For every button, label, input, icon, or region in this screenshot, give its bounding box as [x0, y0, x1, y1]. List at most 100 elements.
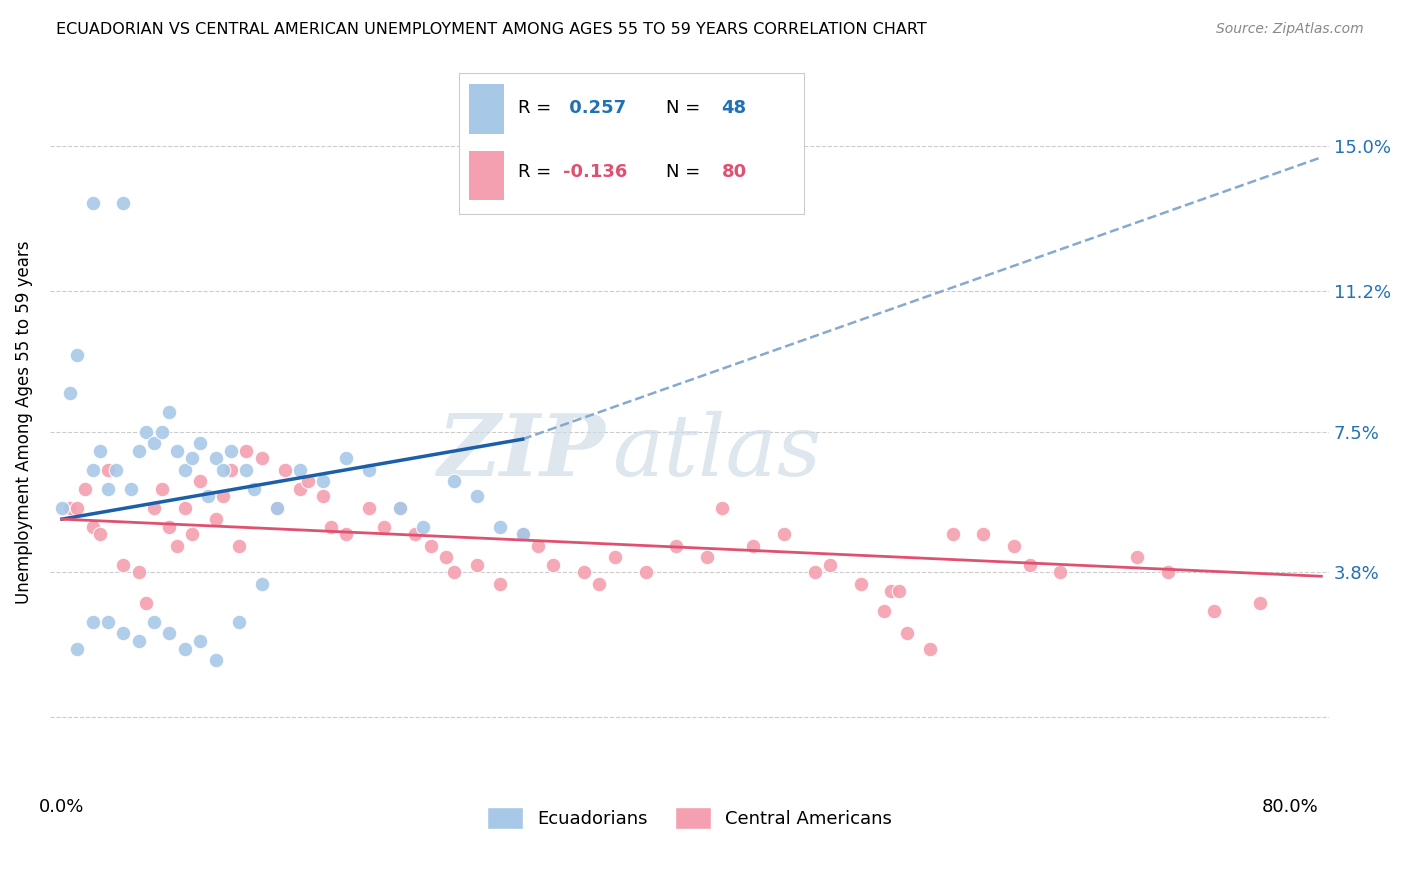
Point	[443, 566, 465, 580]
Point	[335, 527, 357, 541]
Point	[512, 527, 534, 541]
Point	[235, 462, 257, 476]
Point	[742, 539, 765, 553]
Point	[89, 527, 111, 541]
Point	[82, 196, 104, 211]
Point	[143, 615, 166, 629]
Point	[188, 474, 211, 488]
Point	[150, 482, 173, 496]
Point	[696, 550, 718, 565]
Y-axis label: Unemployment Among Ages 55 to 59 years: Unemployment Among Ages 55 to 59 years	[15, 240, 32, 604]
Point	[66, 500, 89, 515]
Point	[297, 474, 319, 488]
Point	[112, 626, 135, 640]
Point	[51, 500, 73, 515]
Point	[634, 566, 657, 580]
Point	[896, 626, 918, 640]
Point	[665, 539, 688, 553]
Point	[128, 566, 150, 580]
Point	[443, 474, 465, 488]
Point	[972, 527, 994, 541]
Point	[228, 539, 250, 553]
Point	[66, 641, 89, 656]
Point	[181, 451, 204, 466]
Point	[465, 558, 488, 572]
Point	[250, 451, 273, 466]
Point	[97, 615, 120, 629]
Point	[173, 500, 195, 515]
Point	[82, 520, 104, 534]
Point	[135, 425, 157, 439]
Point	[373, 520, 395, 534]
Point	[104, 462, 127, 476]
Point	[1002, 539, 1025, 553]
Point	[312, 474, 335, 488]
Point	[212, 489, 235, 503]
Text: atlas: atlas	[613, 410, 821, 493]
Point	[204, 451, 226, 466]
Point	[89, 443, 111, 458]
Legend: Ecuadorians, Central Americans: Ecuadorians, Central Americans	[479, 800, 900, 837]
Point	[159, 626, 181, 640]
Point	[942, 527, 965, 541]
Point	[82, 462, 104, 476]
Point	[59, 386, 82, 401]
Point	[388, 500, 411, 515]
Point	[319, 520, 342, 534]
Point	[404, 527, 426, 541]
Point	[288, 462, 311, 476]
Point	[166, 443, 188, 458]
Point	[312, 489, 335, 503]
Point	[1126, 550, 1149, 565]
Text: Source: ZipAtlas.com: Source: ZipAtlas.com	[1216, 22, 1364, 37]
Point	[135, 596, 157, 610]
Point	[818, 558, 841, 572]
Point	[159, 520, 181, 534]
Point	[412, 520, 434, 534]
Point	[803, 566, 825, 580]
Point	[273, 462, 295, 476]
Point	[849, 577, 872, 591]
Point	[188, 436, 211, 450]
Point	[181, 527, 204, 541]
Point	[228, 615, 250, 629]
Point	[1202, 603, 1225, 617]
Point	[527, 539, 550, 553]
Point	[335, 451, 357, 466]
Point	[173, 641, 195, 656]
Point	[918, 641, 941, 656]
Point	[204, 512, 226, 526]
Point	[112, 196, 135, 211]
Point	[73, 482, 96, 496]
Point	[465, 489, 488, 503]
Point	[266, 500, 288, 515]
Point	[288, 482, 311, 496]
Point	[419, 539, 441, 553]
Point	[1249, 596, 1271, 610]
Point	[66, 348, 89, 362]
Point	[1157, 566, 1180, 580]
Point	[1049, 566, 1071, 580]
Point	[1018, 558, 1040, 572]
Point	[388, 500, 411, 515]
Point	[204, 653, 226, 667]
Point	[212, 462, 235, 476]
Point	[711, 500, 734, 515]
Point	[197, 489, 219, 503]
Text: ZIP: ZIP	[439, 410, 606, 493]
Point	[359, 462, 381, 476]
Point	[128, 443, 150, 458]
Point	[97, 482, 120, 496]
Point	[572, 566, 595, 580]
Point	[772, 527, 794, 541]
Point	[159, 405, 181, 419]
Point	[219, 443, 242, 458]
Point	[887, 584, 910, 599]
Point	[243, 482, 266, 496]
Point	[143, 500, 166, 515]
Text: ECUADORIAN VS CENTRAL AMERICAN UNEMPLOYMENT AMONG AGES 55 TO 59 YEARS CORRELATIO: ECUADORIAN VS CENTRAL AMERICAN UNEMPLOYM…	[56, 22, 927, 37]
Point	[150, 425, 173, 439]
Point	[250, 577, 273, 591]
Point	[166, 539, 188, 553]
Point	[512, 527, 534, 541]
